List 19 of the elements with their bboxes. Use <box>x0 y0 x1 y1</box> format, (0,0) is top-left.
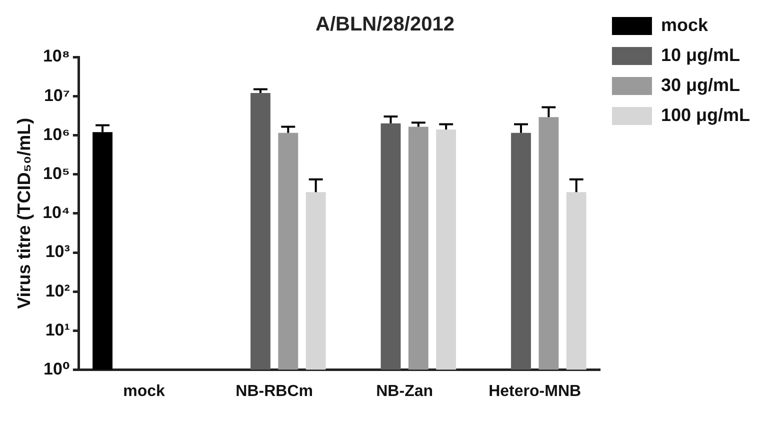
y-tick-label: 10⁵ <box>43 164 70 183</box>
legend-label: mock <box>660 14 709 35</box>
y-tick-label: 10³ <box>45 242 70 262</box>
y-tick-label: 10⁴ <box>42 203 70 222</box>
legend-label: 100 μg/mL <box>660 104 750 125</box>
y-tick-label: 10¹ <box>45 320 70 340</box>
y-tick-label: 10⁸ <box>42 46 70 66</box>
x-tick-label: NB-Zan <box>376 382 434 400</box>
x-tick-label: NB-RBCm <box>236 382 313 400</box>
y-axis-title: Virus titre (TCID₅₀/mL) <box>14 118 34 309</box>
legend-label: 30 μg/mL <box>660 74 740 95</box>
y-tick-label: 10⁶ <box>43 124 70 144</box>
y-tick-label: 10² <box>45 281 70 300</box>
x-tick-label: mock <box>123 382 166 400</box>
y-tick-label: 10⁷ <box>44 86 70 105</box>
chart-title: A/BLN/28/2012 <box>316 14 454 36</box>
y-tick-label: 10⁰ <box>44 359 70 378</box>
legend-label: 10 μg/mL <box>660 44 740 65</box>
x-tick-label: Hetero-MNB <box>488 382 582 400</box>
